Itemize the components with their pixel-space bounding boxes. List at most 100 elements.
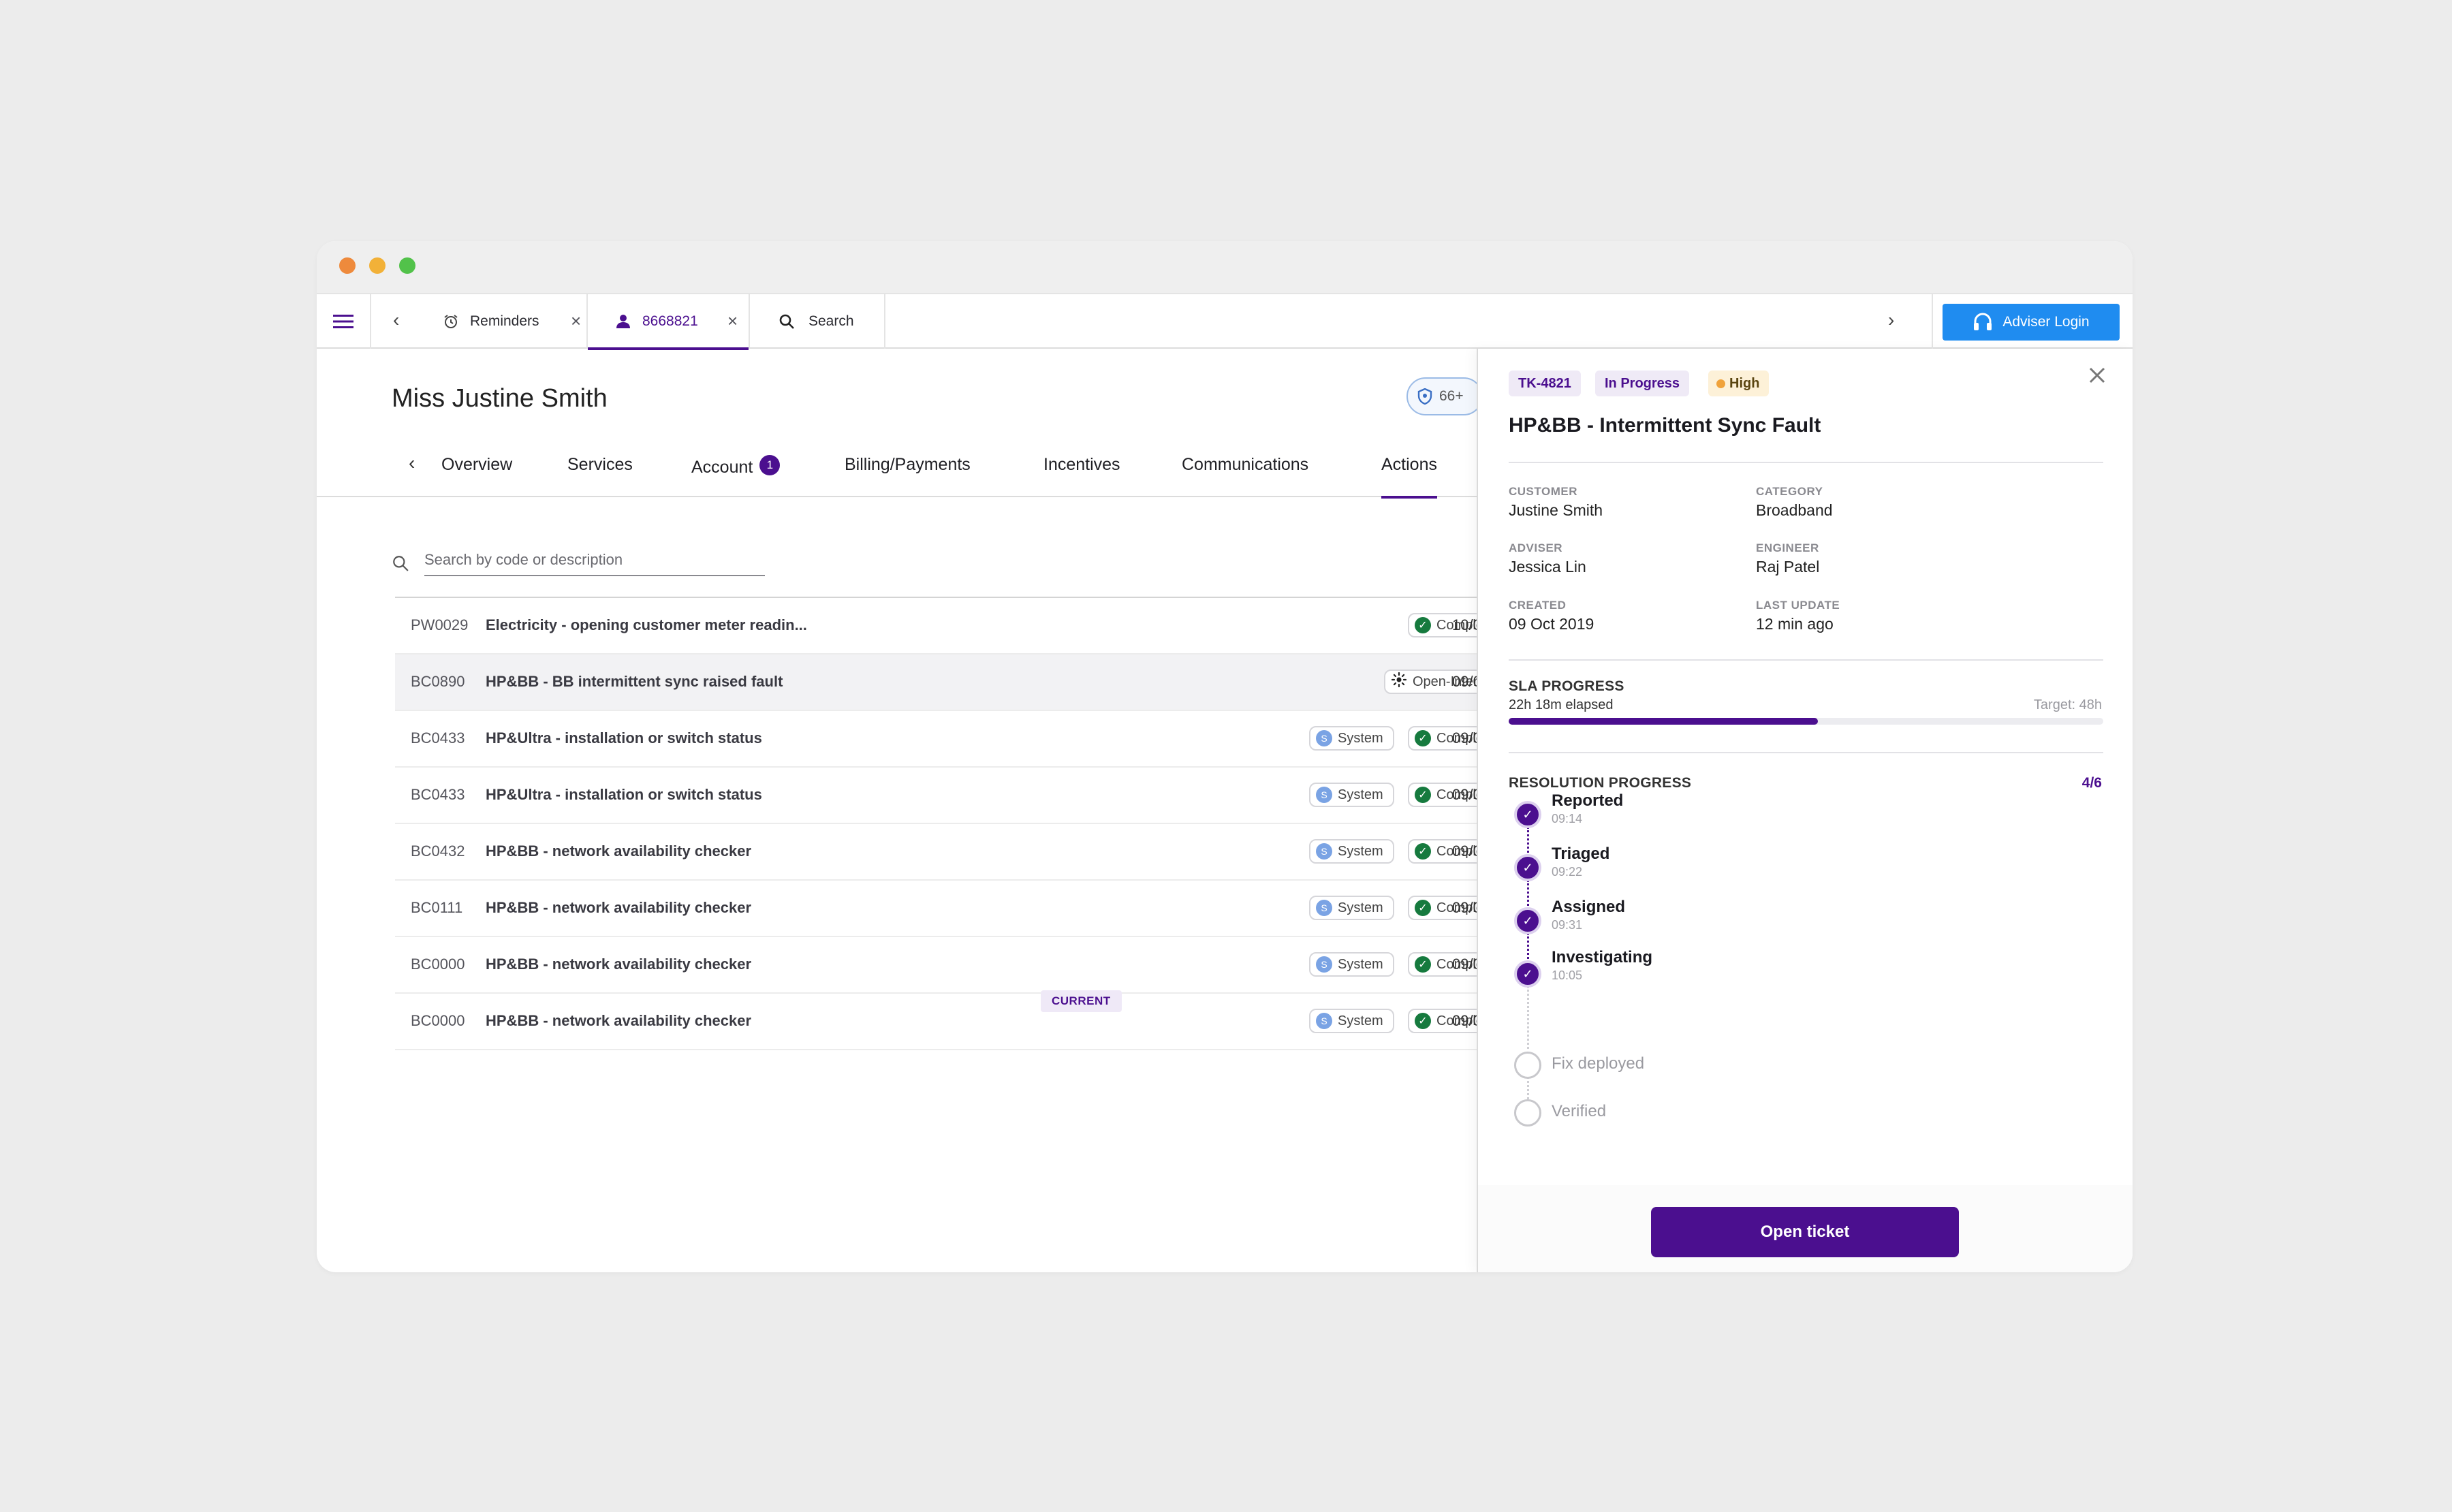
action-search [392, 545, 765, 576]
last-update-value: 12 min ago [1756, 615, 1834, 633]
tab-account-label: Account [691, 458, 753, 477]
action-description: HP&BB - network availability checker [486, 956, 752, 973]
status-label: Open-Internal [1413, 674, 1496, 689]
tab-reminders[interactable]: Reminders × [400, 294, 588, 349]
tab-communications[interactable]: Communications [1182, 455, 1309, 474]
chevron-right-icon: › [1888, 309, 1895, 330]
tab-label-reminders: Reminders [470, 313, 539, 329]
divider [1509, 462, 2103, 463]
table-row[interactable]: BC0890 HP&BB - BB intermittent sync raise… [395, 655, 1507, 711]
close-window-dot[interactable] [339, 257, 356, 274]
step-assigned-name: Assigned [1552, 898, 1626, 916]
timeline-connector [1527, 1072, 1529, 1099]
tab-actions[interactable]: Actions [1381, 455, 1437, 499]
step-triaged-check-icon: ✓ [1514, 854, 1541, 881]
close-tab-reminders-icon[interactable]: × [571, 311, 582, 331]
action-code: PW0029 [411, 616, 469, 633]
resolution-progress-label: RESOLUTION PROGRESS [1509, 775, 1692, 791]
check-circle-icon: ✓ [1415, 1013, 1431, 1029]
table-row[interactable]: BC0432 HP&BB - network availability check… [395, 824, 1506, 881]
last-update-label: LAST UPDATE [1756, 599, 1840, 612]
loading-spinner-icon [1391, 672, 1407, 692]
customer-value: Justine Smith [1509, 501, 1603, 519]
system-avatar-icon: S [1316, 730, 1332, 746]
check-circle-icon: ✓ [1415, 730, 1431, 746]
system-chip: S System [1309, 726, 1394, 751]
system-avatar-icon: S [1316, 900, 1332, 916]
sla-progress-fill [1509, 718, 1818, 725]
minimize-window-dot[interactable] [369, 257, 386, 274]
step-fix-deployed-name: Fix deployed [1552, 1054, 1645, 1073]
step-assigned-check-icon: ✓ [1514, 907, 1541, 934]
tab-billing-payments[interactable]: Billing/Payments [845, 455, 971, 474]
close-tab-customer-icon[interactable]: × [727, 311, 738, 331]
close-panel-icon[interactable] [2086, 364, 2109, 390]
action-code: BC0000 [411, 1012, 465, 1029]
table-row[interactable]: BC0000 HP&BB - network availability check… [395, 994, 1506, 1050]
action-code: BC0433 [411, 729, 465, 746]
step-verified-circle-icon [1514, 1099, 1541, 1127]
actions-table: PW0029 Electricity - opening customer met… [395, 597, 1507, 1050]
resolution-count: 4/6 [2081, 775, 2102, 791]
check-circle-icon: ✓ [1415, 900, 1431, 916]
timeline-connector [1527, 986, 1529, 1049]
action-code: BC0111 [411, 899, 463, 916]
table-row[interactable]: BC0433 HP&Ultra - installation or switch … [395, 768, 1506, 824]
system-chip: S System [1309, 952, 1394, 977]
tab-incentives[interactable]: Incentives [1043, 455, 1120, 474]
action-description: HP&BB - network availability checker [486, 842, 752, 860]
open-ticket-button[interactable]: Open ticket [1651, 1207, 1959, 1257]
ticket-title: HP&BB - Intermittent Sync Fault [1509, 414, 1821, 437]
tab-label-search: Search [808, 313, 854, 329]
table-row[interactable]: BC0433 HP&Ultra - installation or switch … [395, 711, 1506, 768]
timeline-connector [1527, 880, 1529, 910]
tab-overview[interactable]: Overview [441, 455, 513, 474]
tab-bar: ‹ Reminders × 8668821 × Search › [317, 293, 2133, 350]
person-icon [614, 312, 633, 331]
shield-icon [1417, 388, 1432, 405]
check-circle-icon: ✓ [1415, 787, 1431, 803]
system-chip-label: System [1338, 900, 1383, 915]
sla-elapsed: 22h 18m elapsed [1509, 697, 1614, 712]
step-triaged-time: 09:22 [1552, 865, 1583, 879]
system-chip: S System [1309, 896, 1394, 920]
ticket-status-pill: In Progress [1595, 371, 1690, 396]
customer-name: Miss Justine Smith [392, 384, 608, 413]
tab-search[interactable]: Search [750, 294, 885, 349]
search-input[interactable] [424, 545, 765, 576]
check-circle-icon: ✓ [1415, 617, 1431, 633]
app-window: ‹ Reminders × 8668821 × Search › [317, 241, 2133, 1272]
age-badge[interactable]: 66+ [1406, 377, 1483, 415]
tab-label-customer: 8668821 [642, 313, 698, 329]
adviser-login-button[interactable]: Adviser Login [1943, 304, 2120, 341]
category-value: Broadband [1756, 501, 1833, 519]
action-description: HP&BB - network availability checker [486, 1012, 752, 1029]
created-value: 09 Oct 2019 [1509, 615, 1594, 633]
headset-icon [1974, 313, 1992, 330]
timeline-connector [1527, 933, 1529, 963]
maximize-window-dot[interactable] [399, 257, 415, 274]
menu-button[interactable] [317, 294, 371, 349]
engineer-value: Raj Patel [1756, 558, 1820, 576]
system-chip-label: System [1338, 787, 1383, 802]
step-assigned-time: 09:31 [1552, 918, 1583, 932]
table-row[interactable]: BC0000 HP&BB - network availability check… [395, 937, 1506, 994]
age-badge-label: 66+ [1439, 388, 1464, 404]
system-chip: S System [1309, 839, 1394, 864]
adviser-label: ADVISER [1509, 541, 1563, 554]
table-row[interactable]: BC0111 HP&BB - network availability check… [395, 881, 1506, 937]
action-description: HP&BB - network availability checker [486, 899, 752, 916]
priority-dot-icon [1716, 379, 1725, 388]
tab-account[interactable]: Account 1 [691, 455, 781, 477]
step-verified-name: Verified [1552, 1102, 1607, 1120]
step-fix-deployed-circle-icon [1514, 1052, 1541, 1079]
table-row[interactable]: PW0029 Electricity - opening customer met… [395, 598, 1506, 655]
step-investigating-name: Investigating [1552, 948, 1653, 966]
customer-subnav: ‹ Overview Services Account 1 Billing/Pay… [317, 441, 1477, 499]
ticket-priority-pill: High [1708, 371, 1770, 396]
subnav-chevron-left-icon[interactable]: ‹ [409, 452, 415, 473]
tab-services[interactable]: Services [567, 455, 633, 474]
tab-customer[interactable]: 8668821 × [588, 294, 750, 350]
alarm-clock-icon [441, 312, 460, 331]
hamburger-menu-icon [333, 315, 353, 328]
